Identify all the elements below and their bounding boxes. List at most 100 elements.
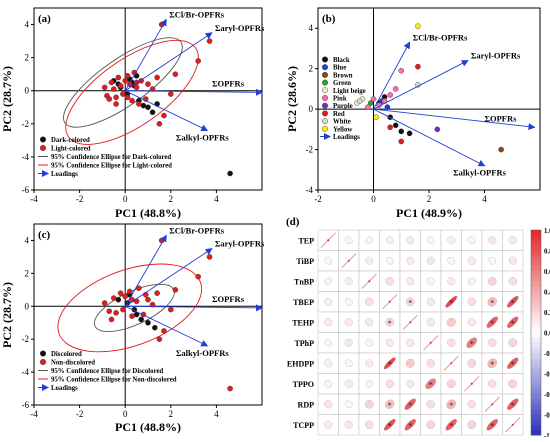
legend-label: Yellow xyxy=(333,126,352,133)
row-label: TCPP xyxy=(293,421,314,430)
heatmap-diagonal-dot xyxy=(429,341,432,344)
colorbar-segment xyxy=(531,301,541,308)
heatmap-diagonal-dot xyxy=(409,321,412,324)
data-point xyxy=(145,104,151,111)
legend-label: Blue xyxy=(333,65,346,72)
data-point xyxy=(172,71,179,77)
colorbar-segment xyxy=(531,286,541,292)
significance-star: * xyxy=(470,339,474,348)
data-point xyxy=(101,300,108,306)
x-tick-label: 2 xyxy=(169,409,174,419)
correlation-ellipse xyxy=(344,338,353,347)
colorbar-tick-label: 1.0 xyxy=(544,228,550,235)
data-point xyxy=(115,74,122,81)
x-axis-title: PC1 (48.8%) xyxy=(115,420,181,434)
data-point xyxy=(434,126,441,133)
colorbar-segment xyxy=(531,394,541,400)
correlation-ellipse xyxy=(426,400,435,409)
correlation-ellipse xyxy=(486,419,498,431)
data-point xyxy=(161,328,167,334)
y-tick-label: -6 xyxy=(22,400,30,410)
legend-marker xyxy=(322,56,329,63)
colorbar-tick-label: 0.8 xyxy=(544,249,550,256)
correlation-ellipse xyxy=(487,297,497,307)
data-point xyxy=(356,98,363,104)
data-point xyxy=(415,23,421,30)
data-point xyxy=(406,130,413,137)
data-point xyxy=(149,301,156,308)
correlation-ellipse xyxy=(488,256,497,265)
loading-label: ΣOPFRs xyxy=(212,78,245,88)
loading-label: Σalkyl-OPFRs xyxy=(176,132,229,142)
loading-arrow xyxy=(124,234,167,307)
data-point xyxy=(101,84,108,91)
legend-marker xyxy=(322,87,329,94)
correlation-ellipse xyxy=(406,277,415,286)
correlation-ellipse xyxy=(508,256,517,265)
plot-frame xyxy=(33,7,263,191)
data-point xyxy=(149,86,156,92)
colorbar-tick-label: 0.4 xyxy=(544,290,550,297)
significance-star: * xyxy=(490,421,494,430)
colorbar-tick-label: -0.8 xyxy=(544,413,550,420)
correlation-ellipse xyxy=(344,318,353,327)
legend-label: 95% Confidence Ellipse for Discolored xyxy=(51,368,163,375)
colorbar-segment xyxy=(531,230,541,236)
data-point xyxy=(108,316,115,323)
legend-label: Light-colored xyxy=(51,146,91,153)
correlation-ellipse xyxy=(426,318,435,327)
colorbar-segment xyxy=(531,271,541,277)
colorbar-segment xyxy=(531,347,541,354)
correlation-ellipse xyxy=(344,400,353,409)
correlation-ellipse xyxy=(426,236,435,245)
panel-label: (b) xyxy=(322,13,336,25)
data-point xyxy=(136,101,142,107)
significance-star: * xyxy=(511,319,515,328)
correlation-ellipse xyxy=(466,337,478,349)
heatmap-diagonal-dot xyxy=(347,259,350,262)
legend-label: Purple xyxy=(333,103,353,110)
data-point xyxy=(156,336,163,342)
correlation-ellipse xyxy=(445,295,458,308)
x-tick-label: 4 xyxy=(482,194,487,204)
data-point xyxy=(398,138,405,145)
heatmap-diagonal-dot xyxy=(511,423,514,426)
legend-marker xyxy=(40,350,47,357)
legend-label: Green xyxy=(333,80,351,87)
data-point xyxy=(108,79,115,86)
row-label: TnBP xyxy=(294,277,314,286)
y-tick-label: 4 xyxy=(25,20,30,30)
row-label: EHDPP xyxy=(287,359,314,368)
data-point xyxy=(113,310,119,316)
data-point xyxy=(398,67,405,74)
correlation-ellipse xyxy=(344,379,353,388)
data-point xyxy=(145,296,151,303)
correlation-ellipse xyxy=(405,358,415,368)
correlation-ellipse xyxy=(385,277,394,286)
correlation-ellipse xyxy=(324,420,333,429)
colorbar-segment xyxy=(531,373,541,380)
correlation-ellipse xyxy=(507,398,519,410)
loading-arrow xyxy=(373,108,536,131)
significance-star: * xyxy=(388,421,392,430)
loading-label: Σaryl-OPFRs xyxy=(215,239,265,249)
x-tick-label: 0 xyxy=(123,194,128,204)
x-tick-label: 0 xyxy=(123,409,128,419)
correlation-ellipse xyxy=(344,420,353,429)
data-point xyxy=(415,63,421,70)
correlation-ellipse xyxy=(467,297,476,306)
colorbar-segment xyxy=(531,312,541,318)
colorbar-segment xyxy=(531,322,541,328)
colorbar-segment xyxy=(531,327,541,333)
x-tick-label: 2 xyxy=(427,194,432,204)
loading-arrow xyxy=(373,41,411,110)
y-tick-label: -2 xyxy=(22,334,30,344)
correlation-ellipse xyxy=(447,256,456,265)
correlation-ellipse xyxy=(385,317,395,327)
correlation-ellipse xyxy=(447,236,456,245)
data-point xyxy=(111,86,117,92)
legend-marker xyxy=(322,64,329,71)
data-point xyxy=(124,73,131,79)
